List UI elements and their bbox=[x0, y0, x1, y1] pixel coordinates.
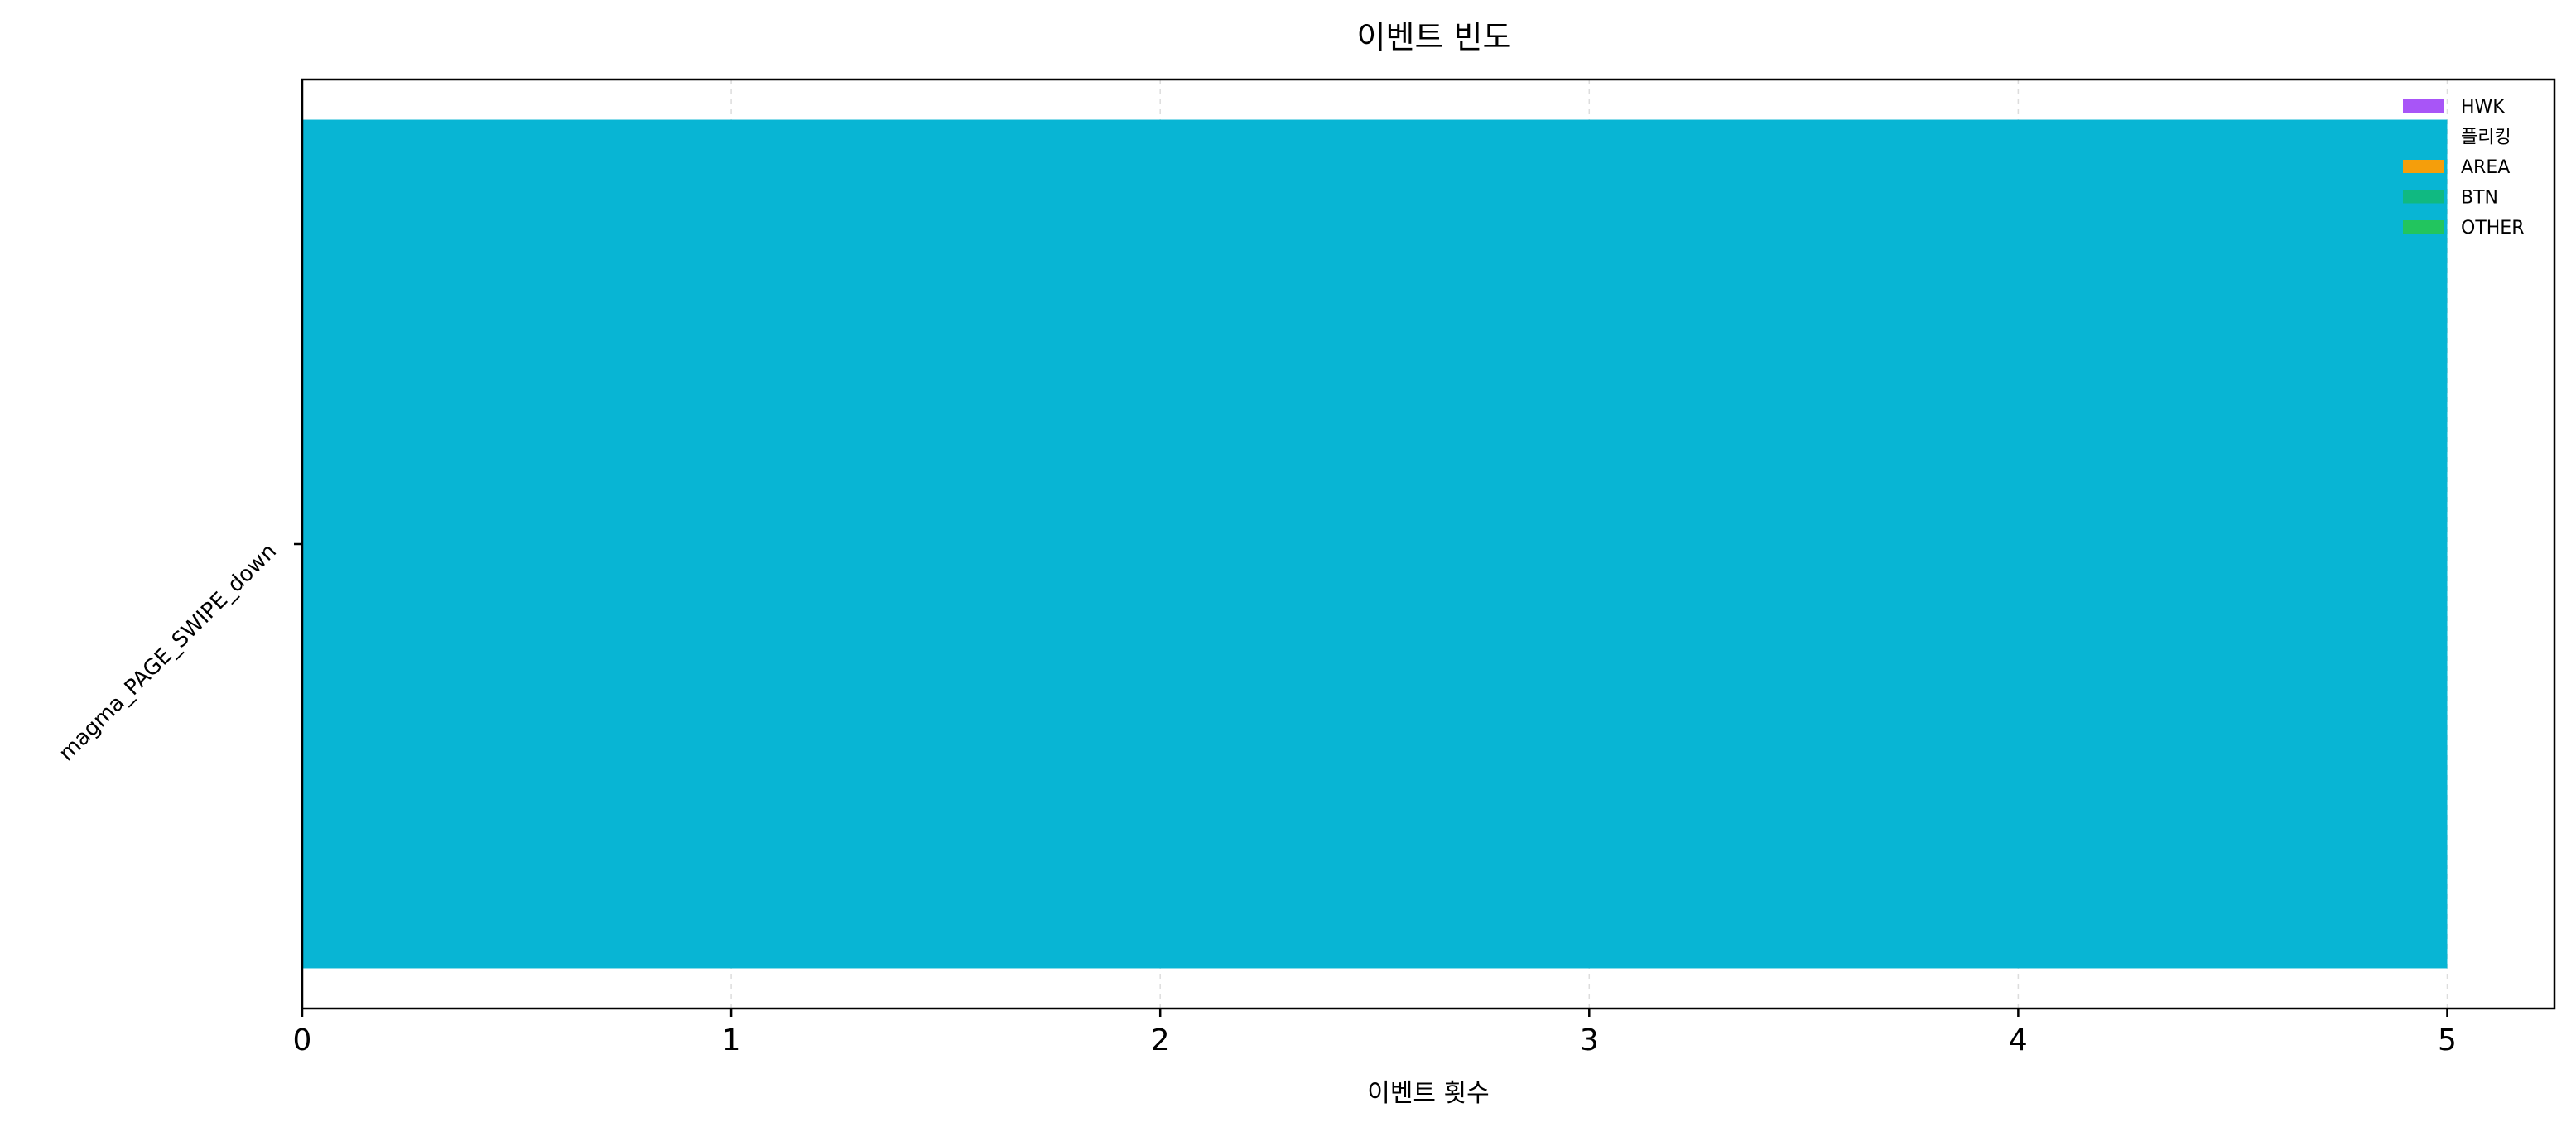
legend-swatch-3 bbox=[2403, 190, 2444, 204]
x-tick-label-4: 4 bbox=[2009, 1024, 2028, 1057]
legend-label-4: OTHER bbox=[2461, 218, 2524, 238]
legend-swatch-2 bbox=[2403, 160, 2444, 173]
bars bbox=[302, 119, 2448, 969]
legend-swatch-4 bbox=[2403, 220, 2444, 234]
chart-title: 이벤트 빈도 bbox=[1357, 19, 1512, 55]
x-tick-label-0: 0 bbox=[293, 1024, 312, 1057]
legend: HWK 플리킹 AREA BTN OTHER bbox=[2403, 97, 2524, 238]
legend-label-1: 플리킹 bbox=[2461, 128, 2511, 148]
x-tick-label-3: 3 bbox=[1580, 1024, 1599, 1057]
x-tick-label-2: 2 bbox=[1151, 1024, 1170, 1057]
y-axis-ticks: magma_PAGE_SWIPE_down bbox=[55, 539, 302, 766]
legend-label-3: BTN bbox=[2461, 188, 2498, 209]
x-axis-ticks: 0 1 2 3 4 5 bbox=[293, 1009, 2457, 1057]
legend-swatch-0 bbox=[2403, 99, 2444, 113]
legend-label-0: HWK bbox=[2461, 97, 2505, 118]
x-axis-label: 이벤트 횟수 bbox=[1367, 1079, 1490, 1108]
x-tick-label-1: 1 bbox=[722, 1024, 741, 1057]
legend-swatch-1 bbox=[2403, 129, 2444, 143]
bar-magma_PAGE_SWIPE_down bbox=[302, 119, 2448, 969]
x-tick-label-5: 5 bbox=[2438, 1024, 2457, 1057]
y-tick-label-0: magma_PAGE_SWIPE_down bbox=[55, 539, 282, 766]
legend-label-2: AREA bbox=[2461, 157, 2510, 178]
